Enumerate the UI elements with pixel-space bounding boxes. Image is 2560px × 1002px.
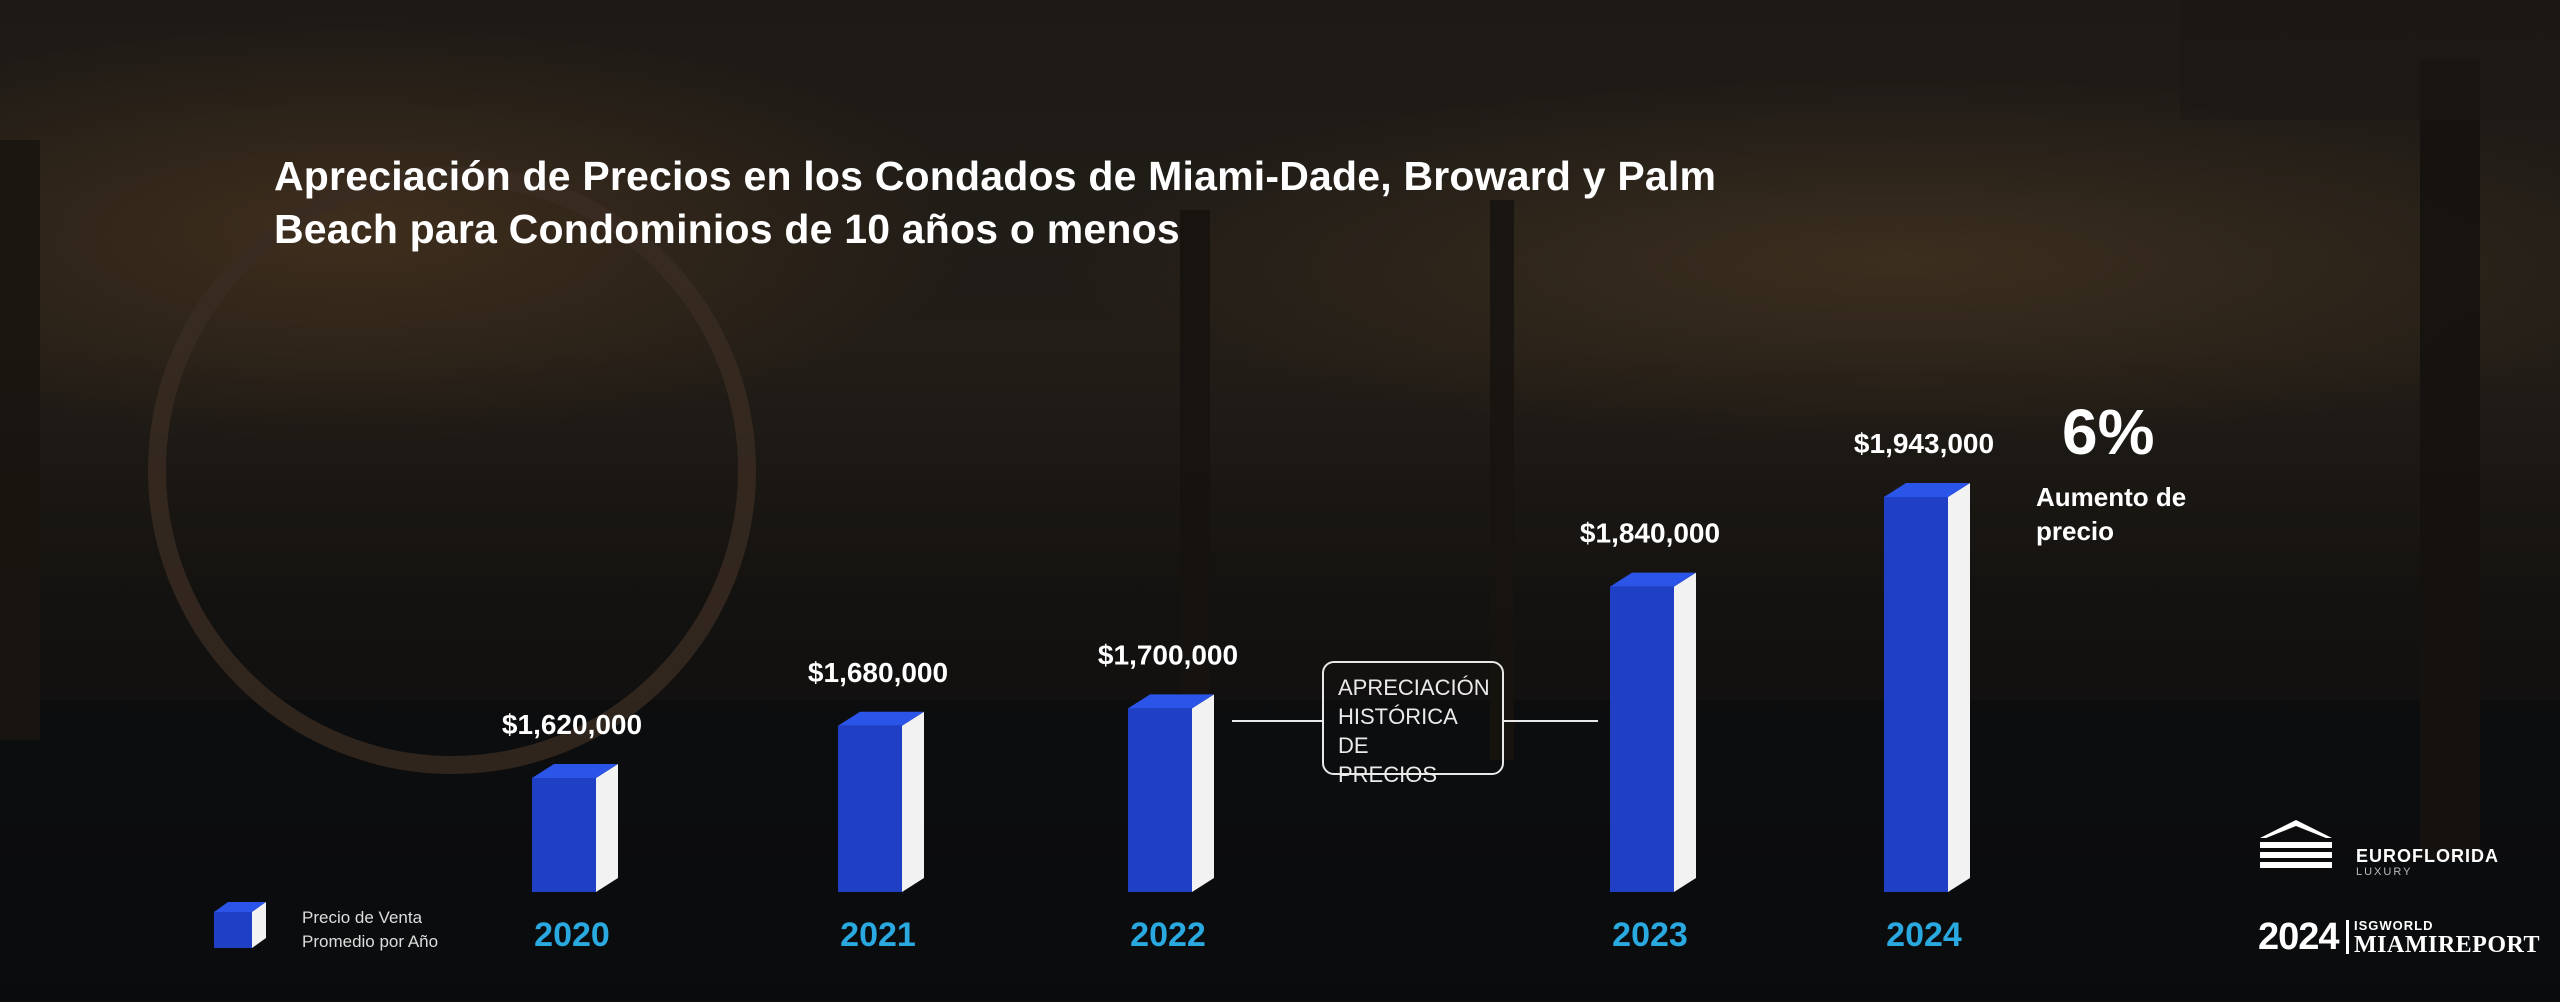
increase-label: Aumento de precio — [2036, 482, 2187, 546]
bar-top — [1610, 572, 1696, 587]
bar-2022 — [1128, 694, 1214, 892]
legend-label-line1: Precio de Venta — [302, 908, 423, 927]
logo-name: EUROFLORIDA — [2356, 846, 2499, 866]
historical-appreciation-box: APRECIACIÓN HISTÓRICA DE PRECIOS — [1322, 661, 1504, 787]
value-label: $1,943,000 — [1854, 428, 1994, 459]
bar-2020 — [532, 764, 618, 892]
year-label: 2024 — [1886, 916, 1962, 954]
annotation-line-3: PRECIOS — [1338, 762, 1438, 787]
report-divider — [2346, 920, 2349, 954]
value-label: $1,700,000 — [1098, 639, 1238, 670]
bar-side — [596, 764, 618, 892]
year-label: 2022 — [1130, 916, 1206, 954]
eurofoorida-logo: EUROFLORIDA LUXURY — [2256, 818, 2499, 878]
year-label: 2023 — [1612, 916, 1688, 954]
bar-top — [1128, 694, 1214, 709]
annotation-line-right — [1504, 720, 1598, 722]
bar-top — [532, 764, 618, 778]
chart-title-line1: Apreciación de Precios en los Condados d… — [274, 153, 1717, 199]
report-logo: 2024 ISGWORLD MIAMIREPORT — [2258, 916, 2548, 960]
report-name: MIAMIREPORT — [2354, 932, 2540, 958]
building-logo-icon — [2260, 820, 2332, 868]
bar-front — [1128, 708, 1192, 892]
bar-front — [1884, 496, 1948, 892]
bar-top — [838, 711, 924, 726]
report-org: ISGWORLD — [2354, 918, 2434, 933]
bar-side — [1948, 482, 1970, 892]
bar-2023 — [1610, 572, 1696, 892]
year-label: 2020 — [534, 916, 610, 954]
logo-sub: LUXURY — [2356, 866, 2413, 878]
value-label: $1,620,000 — [502, 709, 642, 740]
annotation-line-left — [1232, 720, 1322, 722]
bar-side — [902, 711, 924, 892]
bar-side — [1192, 694, 1214, 892]
chart-title-line2: Beach para Condominios de 10 años o meno… — [274, 206, 1180, 252]
bar-top — [1884, 482, 1970, 497]
value-label: $1,680,000 — [808, 657, 948, 688]
bar-front — [838, 725, 902, 892]
bar-2024 — [1884, 482, 1970, 892]
year-label: 2021 — [840, 916, 916, 954]
bar-front — [532, 778, 596, 892]
bar-side — [1674, 572, 1696, 892]
chart-title: Apreciación de Precios en los Condados d… — [274, 150, 1774, 256]
bar-front — [1610, 586, 1674, 892]
legend-swatch-icon — [214, 902, 266, 948]
value-label: $1,840,000 — [1580, 518, 1720, 549]
legend-label: Precio de Venta Promedio por Año — [302, 906, 438, 954]
increase-percentage: 6% — [2062, 396, 2155, 468]
report-year: 2024 — [2258, 916, 2340, 958]
legend-label-line2: Promedio por Año — [302, 932, 439, 951]
annotation-line-2: HISTÓRICA DE — [1338, 704, 1457, 758]
bar-2021 — [838, 711, 924, 892]
annotation-line-1: APRECIACIÓN — [1338, 675, 1490, 700]
